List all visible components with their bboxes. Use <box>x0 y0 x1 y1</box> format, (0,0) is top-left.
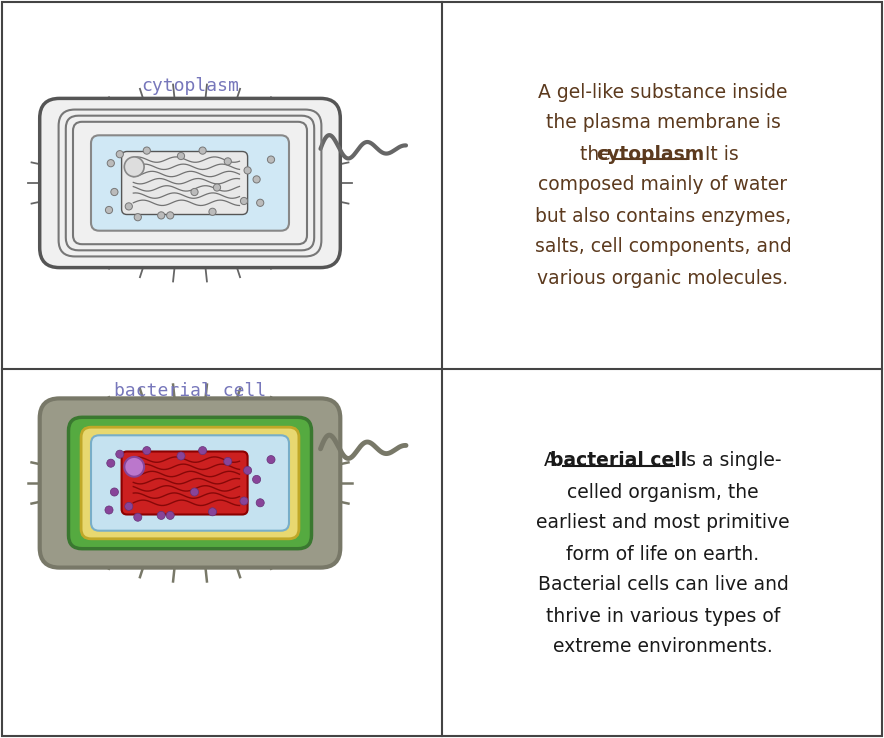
Circle shape <box>253 475 261 483</box>
Text: is a single-: is a single- <box>674 452 781 471</box>
Text: but also contains enzymes,: but also contains enzymes, <box>535 207 791 226</box>
Circle shape <box>157 212 164 219</box>
Circle shape <box>267 455 275 463</box>
Text: extreme environments.: extreme environments. <box>553 638 773 657</box>
Text: cytoplasm: cytoplasm <box>141 77 239 95</box>
Circle shape <box>105 506 113 514</box>
Circle shape <box>190 488 199 496</box>
Text: various organic molecules.: various organic molecules. <box>537 269 789 288</box>
Circle shape <box>110 188 118 196</box>
Circle shape <box>199 446 207 455</box>
Circle shape <box>244 466 252 475</box>
Circle shape <box>107 459 115 467</box>
Circle shape <box>244 167 251 174</box>
Circle shape <box>105 207 112 213</box>
Text: thrive in various types of: thrive in various types of <box>546 607 780 626</box>
Circle shape <box>240 197 248 204</box>
Text: A gel-like substance inside: A gel-like substance inside <box>538 83 788 102</box>
Circle shape <box>125 457 144 477</box>
Circle shape <box>125 157 144 176</box>
Circle shape <box>134 213 141 221</box>
Circle shape <box>256 199 263 207</box>
FancyBboxPatch shape <box>122 452 248 514</box>
Text: earliest and most primitive: earliest and most primitive <box>537 514 789 533</box>
Circle shape <box>133 513 141 521</box>
Circle shape <box>213 184 221 191</box>
FancyBboxPatch shape <box>91 135 289 231</box>
Text: form of life on earth.: form of life on earth. <box>567 545 759 564</box>
FancyBboxPatch shape <box>122 151 248 215</box>
Text: A: A <box>545 452 563 471</box>
Circle shape <box>267 156 275 163</box>
Circle shape <box>240 497 248 505</box>
FancyBboxPatch shape <box>40 98 340 268</box>
Circle shape <box>178 153 185 159</box>
Text: bacterial cell: bacterial cell <box>550 452 687 471</box>
Text: bacterial cell: bacterial cell <box>114 382 266 400</box>
Text: Bacterial cells can live and: Bacterial cells can live and <box>537 576 789 595</box>
Circle shape <box>116 151 124 158</box>
Circle shape <box>157 511 165 520</box>
Text: . It is: . It is <box>693 145 738 164</box>
Circle shape <box>110 488 118 496</box>
Text: the: the <box>580 145 616 164</box>
Text: cytoplasm: cytoplasm <box>597 145 705 164</box>
Circle shape <box>224 458 232 466</box>
Circle shape <box>125 503 133 511</box>
Circle shape <box>142 446 151 455</box>
Text: composed mainly of water: composed mainly of water <box>538 176 788 195</box>
Circle shape <box>225 158 232 165</box>
Circle shape <box>143 147 150 154</box>
FancyBboxPatch shape <box>91 435 289 531</box>
Text: the plasma membrane is: the plasma membrane is <box>545 114 781 133</box>
FancyBboxPatch shape <box>81 427 299 539</box>
Circle shape <box>166 511 174 520</box>
Text: salts, cell components, and: salts, cell components, and <box>535 238 791 257</box>
Circle shape <box>209 508 217 516</box>
FancyBboxPatch shape <box>40 399 340 568</box>
Circle shape <box>107 159 114 167</box>
Circle shape <box>199 147 206 154</box>
Circle shape <box>256 499 264 507</box>
Circle shape <box>177 452 185 460</box>
Circle shape <box>253 176 260 183</box>
Circle shape <box>166 212 174 219</box>
Circle shape <box>191 188 198 196</box>
Circle shape <box>209 208 216 215</box>
Circle shape <box>116 450 124 458</box>
Circle shape <box>126 203 133 210</box>
FancyBboxPatch shape <box>68 417 311 548</box>
Text: celled organism, the: celled organism, the <box>568 483 758 502</box>
